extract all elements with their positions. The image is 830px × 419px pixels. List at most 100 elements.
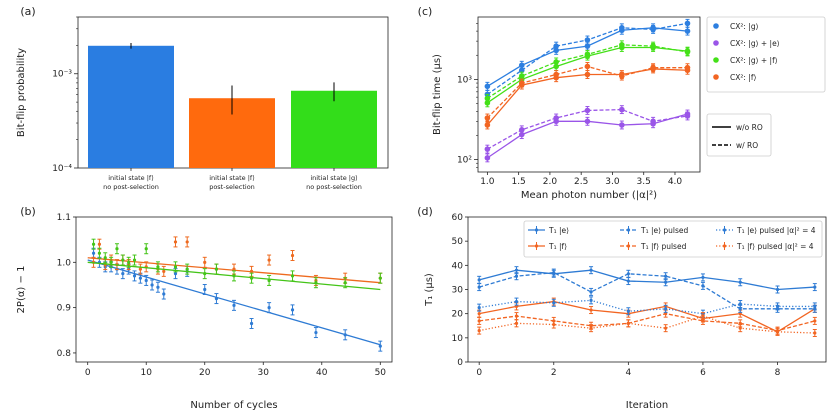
data-point: [650, 26, 656, 33]
data-point: [664, 280, 668, 284]
data-point: [626, 309, 630, 313]
y-tick-label: 50: [452, 237, 464, 247]
x-tick-label: 2: [551, 368, 557, 378]
data-point: [584, 71, 591, 78]
x-tick-label: 50: [375, 368, 387, 378]
data-point-green: [203, 272, 207, 276]
data-point-green: [132, 258, 137, 262]
x-tick-label: 6: [700, 368, 706, 378]
data-point: [650, 118, 656, 125]
data-point-green: [185, 267, 189, 271]
data-point: [738, 302, 742, 306]
panel-a-label: (a): [20, 5, 35, 18]
x-axis-label: Mean photon number (|α|²): [521, 190, 657, 201]
y-axis-label: 2P(α) − 1: [16, 266, 27, 314]
y-tick-label: 10: [452, 334, 464, 344]
data-point: [484, 100, 491, 106]
series-line: [479, 313, 815, 332]
data-point-green: [115, 247, 119, 251]
data-point-green: [103, 256, 107, 260]
data-point: [626, 279, 630, 283]
y-tick-label: 10⁻⁴: [52, 164, 72, 174]
legend-entry: w/o RO: [736, 123, 763, 132]
y-tick-label: 0.8: [57, 349, 72, 359]
y-tick-label: 10³: [457, 75, 472, 85]
data-point-blue: [162, 292, 166, 296]
data-point: [619, 122, 625, 128]
x-tick-label: 3.5: [637, 177, 651, 187]
x-tick-label: 4: [625, 368, 631, 378]
legend-marker: [626, 244, 631, 248]
x-tick-label: no post-selection: [103, 183, 159, 191]
data-point-blue: [132, 274, 137, 278]
data-point: [684, 113, 691, 119]
x-tick-label: 4.0: [668, 177, 683, 187]
data-point-blue: [232, 303, 236, 307]
data-point: [619, 42, 625, 48]
data-point-green: [290, 274, 295, 278]
data-point-green: [121, 258, 125, 262]
data-point-orange: [249, 269, 254, 273]
data-point: [477, 328, 481, 333]
data-point-blue: [249, 321, 254, 326]
panel-d-label: (d): [417, 205, 433, 218]
x-axis-label: Number of cycles: [190, 400, 277, 411]
data-point: [650, 43, 656, 49]
legend-entry: T₁ |e⟩ pulsed |α|² = 4: [736, 226, 816, 235]
data-point: [589, 308, 593, 312]
x-tick-label: post-selection: [209, 183, 255, 191]
x-tick-label: 2.0: [543, 177, 558, 187]
data-point: [664, 274, 668, 278]
data-point-orange: [267, 258, 271, 262]
y-axis-label: Bit-flip time (μs): [432, 54, 443, 135]
data-point-orange: [97, 242, 102, 246]
y-tick-label: 60: [452, 213, 464, 223]
data-point: [650, 64, 656, 71]
data-point: [619, 73, 625, 79]
y-tick-label: 0: [457, 358, 463, 368]
data-point: [684, 28, 691, 34]
data-point-blue: [121, 272, 125, 276]
data-point: [484, 83, 491, 90]
data-point: [813, 331, 817, 335]
data-point-blue: [214, 296, 219, 301]
data-point-orange: [162, 269, 166, 273]
data-point: [552, 322, 556, 327]
x-tick-label: 40: [316, 368, 328, 378]
data-point: [477, 312, 481, 316]
data-point-green: [249, 276, 254, 280]
x-tick-label: 3.0: [605, 177, 620, 187]
data-point-blue: [343, 333, 347, 337]
legend-entry: CX²: |f⟩: [730, 73, 756, 82]
data-point: [584, 63, 591, 70]
legend-entry: T₁ |f⟩ pulsed |α|² = 4: [736, 242, 814, 251]
x-tick-label: initial state |f⟩: [209, 174, 255, 182]
legend-entry: T₁ |e⟩ pulsed: [640, 226, 689, 235]
y-tick-label: 20: [452, 310, 464, 320]
data-point: [701, 284, 705, 288]
legend-box: [706, 16, 826, 93]
data-point-green: [267, 278, 271, 283]
legend-entry: CX²: |g⟩: [730, 22, 759, 31]
data-point-green: [214, 267, 219, 271]
data-point: [701, 319, 705, 323]
data-point: [619, 25, 625, 31]
data-point-green: [156, 265, 160, 269]
legend-entry: T₁ |f⟩ pulsed: [640, 242, 687, 251]
data-point-green: [314, 281, 318, 285]
data-point: [553, 71, 559, 78]
data-point-green: [109, 260, 113, 264]
series-line: [479, 271, 815, 310]
data-point: [738, 326, 742, 330]
x-tick-label: initial state |f⟩: [108, 174, 154, 182]
data-point: [477, 319, 481, 323]
data-point: [553, 63, 559, 70]
panel-c-frame: [477, 16, 701, 173]
data-point: [484, 95, 491, 102]
x-tick-label: initial state |g⟩: [310, 174, 357, 182]
data-point-orange: [138, 267, 142, 271]
x-tick-label: 30: [258, 368, 270, 378]
data-point-green: [127, 260, 131, 264]
data-point: [484, 122, 491, 128]
